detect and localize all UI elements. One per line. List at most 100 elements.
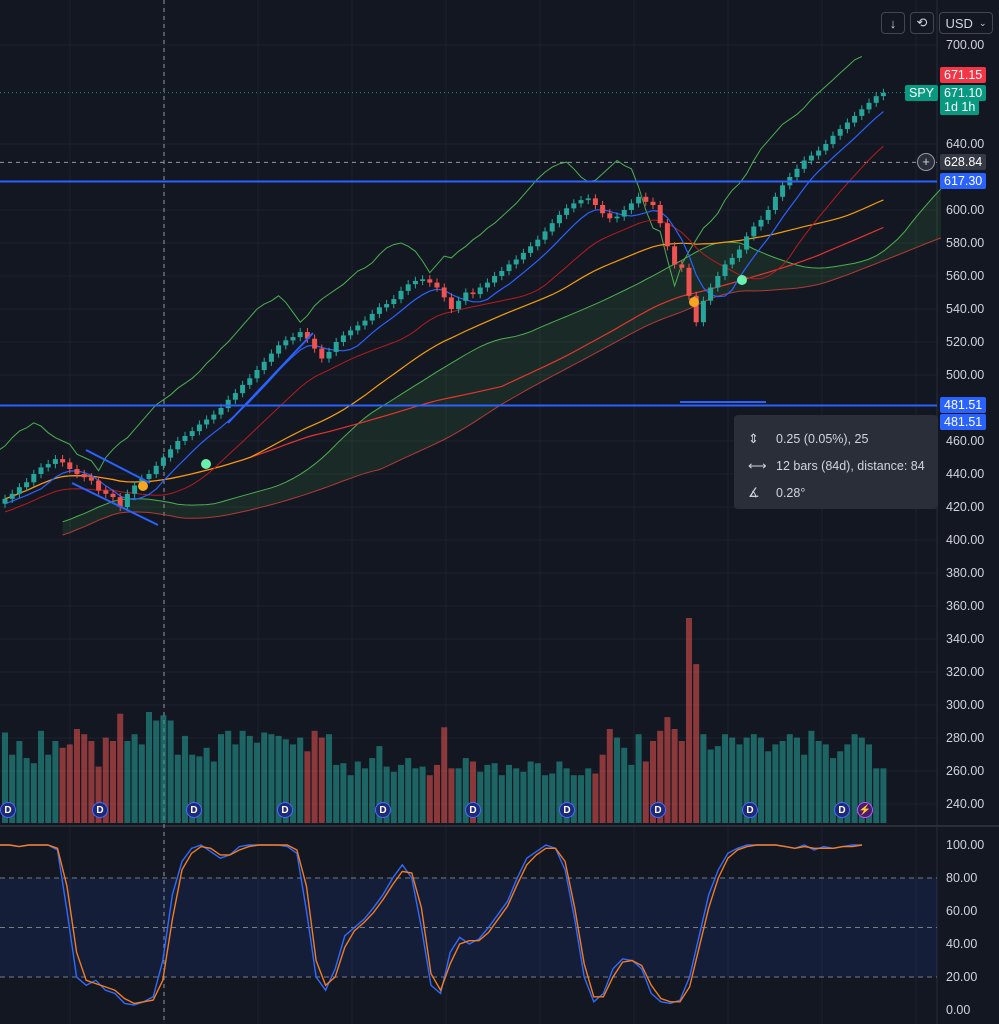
candle-body (9, 493, 15, 499)
refresh-button[interactable]: ⟲ (910, 12, 934, 34)
volume-bar (628, 764, 635, 823)
volume-bar (815, 741, 822, 823)
candle-body (355, 325, 361, 331)
volume-bar (484, 764, 491, 823)
price-tick-label: 700.00 (946, 38, 984, 52)
add-alert-icon[interactable]: + (917, 153, 935, 171)
volume-bar (347, 775, 354, 823)
lagging-span (0, 56, 863, 472)
signal-dot-green (201, 459, 211, 469)
dividend-marker[interactable]: D (834, 802, 850, 818)
lightning-event-icon[interactable]: ⚡ (857, 802, 873, 818)
candle-body (60, 459, 66, 463)
candle-body (708, 287, 714, 301)
candle-body (484, 282, 490, 288)
volume-bar (45, 754, 52, 823)
candle-body (290, 337, 296, 341)
volume-bar (340, 763, 347, 823)
volume-bar (772, 744, 779, 823)
candle-body (261, 361, 267, 371)
dividend-marker[interactable]: D (559, 802, 575, 818)
candle-body (736, 249, 742, 258)
chevron-down-icon: ⌄ (978, 17, 987, 28)
volume-bar (491, 763, 498, 823)
volume-bar (290, 744, 296, 823)
volume-bar (369, 758, 376, 823)
candle-body (844, 122, 850, 130)
last-price-tag: 671.10 (940, 85, 987, 101)
price-tick-label: 360.00 (946, 599, 984, 613)
stoch-tick-label: 60.00 (946, 904, 977, 918)
volume-bar (196, 756, 203, 823)
volume-bar (52, 741, 59, 823)
volume-bar (275, 735, 282, 823)
volume-bar (318, 737, 325, 823)
volume-bar (448, 768, 455, 823)
horizontal-levels[interactable] (0, 180, 937, 526)
candle-body (96, 480, 102, 491)
candle-body (837, 129, 843, 136)
volume-bar (225, 730, 232, 824)
countdown-tag: 1d 1h (940, 99, 980, 115)
volume-bar (419, 766, 426, 823)
resistance-price-tag: 617.30 (940, 173, 987, 189)
candle-body (441, 287, 447, 298)
candle-body (664, 223, 670, 247)
price-tick-label: 240.00 (946, 797, 984, 811)
candle-body (477, 287, 483, 295)
volume-bar (218, 734, 224, 823)
dividend-marker[interactable]: D (277, 802, 293, 818)
candle-body (499, 271, 505, 276)
candle-body (175, 441, 181, 450)
candle-body (585, 198, 591, 201)
volume-bar (362, 768, 368, 823)
volume-bar (441, 727, 448, 823)
candle-body (391, 299, 397, 304)
signal-dot-green-2 (737, 275, 747, 285)
candle-body (405, 284, 411, 291)
volume-bar (434, 764, 440, 823)
dividend-marker[interactable]: D (186, 802, 202, 818)
cloud-fill (62, 188, 942, 535)
candle-body (340, 335, 346, 342)
dividend-marker[interactable]: D (650, 802, 666, 818)
candle-body (744, 236, 750, 250)
dividend-marker[interactable]: D (92, 802, 108, 818)
angle-icon: ∡ (748, 484, 760, 500)
volume-bar (9, 754, 16, 823)
volume-bar (232, 744, 239, 823)
candle-body (528, 246, 534, 253)
volume-bar (506, 764, 512, 823)
candle-body (600, 205, 606, 214)
candle-body (520, 252, 526, 260)
price-tick-label: 580.00 (946, 236, 984, 250)
candle-body (808, 155, 814, 161)
volume-bar (160, 715, 167, 823)
currency-select[interactable]: USD ⌄ (939, 12, 993, 34)
candle-body (276, 345, 282, 354)
candle-body (672, 246, 678, 265)
volume-bar (88, 741, 95, 823)
volume-bar (736, 744, 743, 823)
dividend-marker[interactable]: D (375, 802, 391, 818)
candle-body (772, 196, 778, 210)
volume-bar (527, 761, 534, 823)
candle-body (700, 300, 706, 323)
candle-body (873, 96, 879, 103)
volume-bar (671, 729, 678, 823)
measure-tooltip: ⇕ 0.25 (0.05%), 25 ⟷ 12 bars (84d), distan… (734, 415, 938, 509)
dividend-marker[interactable]: D (742, 802, 758, 818)
volume-bar (354, 761, 361, 823)
volume-bar (81, 734, 88, 823)
volume-bar (714, 746, 721, 823)
volume-bar (549, 773, 556, 823)
download-button[interactable]: ↓ (881, 12, 905, 34)
volume-bar (542, 775, 548, 823)
candle-body (765, 210, 771, 220)
dividend-marker[interactable]: D (465, 802, 481, 818)
candle-body (780, 185, 786, 197)
trendline (85, 449, 151, 484)
dividend-marker[interactable]: D (0, 802, 16, 818)
volume-bar (376, 746, 383, 823)
